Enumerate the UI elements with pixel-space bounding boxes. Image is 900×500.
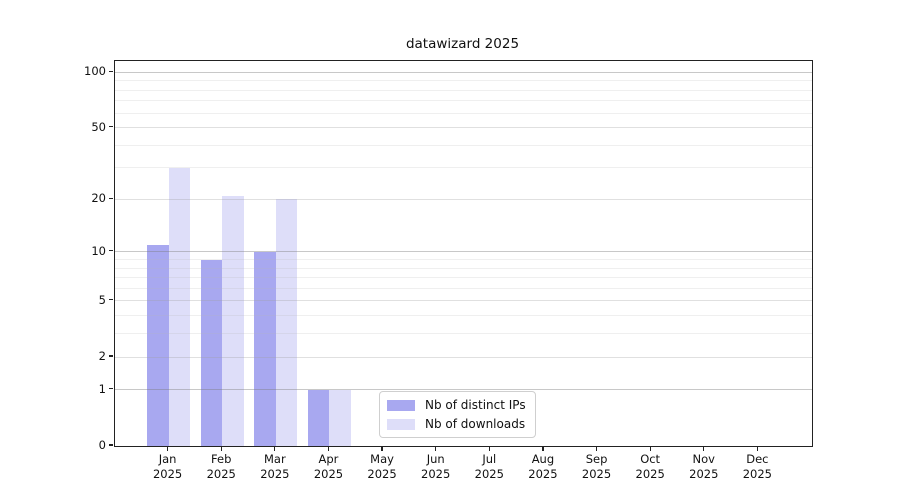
x-tick-label: Nov 2025 bbox=[689, 452, 719, 481]
legend-row-downloads: Nb of downloads bbox=[387, 417, 526, 431]
y-tick-label: 1 bbox=[98, 381, 106, 396]
y-tick-label: 0 bbox=[98, 438, 106, 452]
bar-distinct-ips bbox=[254, 251, 276, 446]
y-tick-mark bbox=[109, 299, 113, 301]
gridline bbox=[115, 167, 812, 169]
gridline bbox=[115, 127, 812, 129]
gridline bbox=[115, 71, 812, 73]
x-tick-label: Jul 2025 bbox=[474, 452, 504, 481]
y-tick-mark bbox=[109, 70, 113, 72]
y-tick-label: 2 bbox=[98, 349, 106, 364]
x-tick-mark bbox=[595, 446, 598, 451]
x-tick-mark bbox=[756, 446, 758, 451]
bar-downloads bbox=[329, 389, 351, 446]
legend-swatch-downloads bbox=[387, 418, 415, 430]
y-tick-mark bbox=[109, 388, 113, 390]
y-tick-label: 5 bbox=[98, 292, 106, 307]
bar-distinct-ips bbox=[308, 389, 330, 446]
legend-swatch-distinct-ips bbox=[387, 399, 415, 411]
y-tick-mark bbox=[109, 125, 113, 128]
x-tick-mark bbox=[327, 446, 330, 451]
plot-area: Nb of distinct IPs Nb of downloads bbox=[114, 60, 813, 447]
chart-title: datawizard 2025 bbox=[405, 36, 520, 52]
x-tick-mark bbox=[167, 446, 169, 451]
x-tick-label: Feb 2025 bbox=[206, 452, 236, 481]
x-tick-mark bbox=[542, 446, 544, 451]
y-tick-label: 50 bbox=[91, 119, 106, 134]
gridline bbox=[115, 100, 812, 102]
y-tick-mark bbox=[109, 250, 113, 252]
x-tick-label: Jun 2025 bbox=[421, 452, 451, 481]
x-tick-mark bbox=[703, 446, 705, 451]
y-tick-label: 10 bbox=[91, 243, 106, 258]
y-tick-mark bbox=[109, 197, 113, 199]
y-tick-label: 100 bbox=[84, 64, 106, 79]
x-tick-label: Aug 2025 bbox=[528, 452, 558, 481]
legend-label-downloads: Nb of downloads bbox=[425, 417, 526, 431]
legend-label-distinct-ips: Nb of distinct IPs bbox=[425, 398, 526, 412]
legend-row-distinct-ips: Nb of distinct IPs bbox=[387, 398, 526, 412]
x-tick-label: Apr 2025 bbox=[313, 452, 344, 481]
x-tick-mark bbox=[381, 446, 383, 451]
x-tick-mark bbox=[488, 446, 490, 451]
y-tick-label: 20 bbox=[91, 191, 106, 206]
gridline bbox=[115, 80, 812, 82]
gridline bbox=[115, 251, 812, 253]
legend: Nb of distinct IPs Nb of downloads bbox=[379, 391, 536, 438]
bar-distinct-ips bbox=[147, 244, 169, 446]
gridline bbox=[115, 198, 812, 200]
x-tick-mark bbox=[220, 446, 222, 451]
gridline bbox=[115, 89, 812, 91]
bar-distinct-ips bbox=[200, 259, 223, 446]
x-tick-label: Mar 2025 bbox=[260, 452, 290, 481]
x-tick-label: Oct 2025 bbox=[635, 452, 665, 481]
x-tick-label: Jan 2025 bbox=[152, 452, 183, 481]
y-tick-mark bbox=[109, 355, 113, 357]
gridline bbox=[115, 112, 812, 114]
x-tick-mark bbox=[435, 446, 437, 451]
x-tick-label: Sep 2025 bbox=[581, 452, 612, 481]
x-tick-mark bbox=[649, 446, 651, 451]
x-tick-label: Dec 2025 bbox=[742, 452, 773, 481]
gridline bbox=[115, 144, 812, 146]
bar-downloads bbox=[168, 167, 191, 446]
x-tick-mark bbox=[274, 446, 276, 451]
bar-downloads bbox=[275, 199, 298, 446]
y-tick-mark bbox=[109, 444, 113, 446]
bar-downloads bbox=[222, 195, 244, 446]
x-tick-label: May 2025 bbox=[367, 452, 397, 481]
